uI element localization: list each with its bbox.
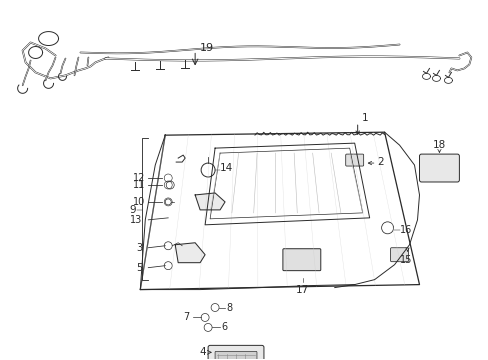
Text: 4: 4 [199, 347, 205, 357]
Polygon shape [175, 243, 204, 263]
Text: 18: 18 [432, 140, 445, 150]
Text: 15: 15 [399, 255, 411, 265]
FancyBboxPatch shape [390, 248, 407, 262]
Text: 3: 3 [136, 243, 142, 253]
Text: 19: 19 [200, 42, 214, 53]
Text: 11: 11 [133, 180, 145, 190]
Text: 13: 13 [130, 215, 142, 225]
Text: 14: 14 [220, 163, 233, 173]
FancyBboxPatch shape [283, 249, 320, 271]
FancyBboxPatch shape [215, 351, 256, 360]
Text: 8: 8 [225, 302, 232, 312]
Text: 1: 1 [361, 113, 367, 123]
Text: 9: 9 [129, 205, 136, 215]
Text: 6: 6 [221, 323, 227, 332]
Text: 17: 17 [296, 285, 309, 294]
Text: 7: 7 [183, 312, 189, 323]
Text: 5: 5 [136, 263, 142, 273]
FancyBboxPatch shape [345, 154, 363, 166]
Polygon shape [195, 193, 224, 210]
Text: 16: 16 [399, 225, 411, 235]
Text: 10: 10 [133, 197, 145, 207]
FancyBboxPatch shape [419, 154, 458, 182]
Text: 12: 12 [133, 173, 145, 183]
FancyBboxPatch shape [208, 345, 264, 360]
Text: 2: 2 [377, 157, 384, 167]
